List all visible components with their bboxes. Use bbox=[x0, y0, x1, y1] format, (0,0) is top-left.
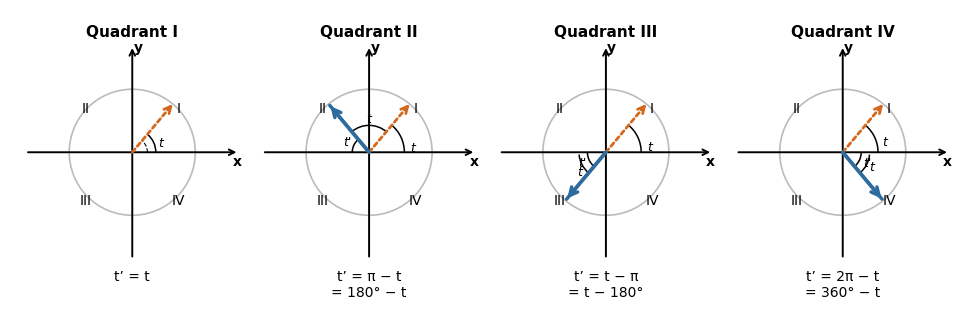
Text: t': t' bbox=[343, 136, 352, 149]
Text: t’ = 2π − t
= 360° − t: t’ = 2π − t = 360° − t bbox=[805, 270, 880, 301]
Text: II: II bbox=[82, 102, 90, 116]
Text: y: y bbox=[370, 41, 379, 56]
Text: I: I bbox=[176, 102, 180, 116]
Text: IV: IV bbox=[645, 194, 659, 208]
Text: t’ = t: t’ = t bbox=[114, 270, 150, 284]
Text: III: III bbox=[317, 194, 329, 208]
Text: III: III bbox=[80, 194, 92, 208]
Text: IV: IV bbox=[172, 194, 185, 208]
Title: Quadrant IV: Quadrant IV bbox=[791, 25, 895, 40]
Text: x: x bbox=[469, 155, 479, 168]
Text: x: x bbox=[943, 155, 953, 168]
Text: y: y bbox=[134, 41, 142, 56]
Text: x: x bbox=[706, 155, 716, 168]
Text: t: t bbox=[410, 142, 415, 155]
Text: IV: IV bbox=[882, 194, 896, 208]
Text: II: II bbox=[793, 102, 800, 116]
Text: I: I bbox=[650, 102, 654, 116]
Title: Quadrant III: Quadrant III bbox=[554, 25, 657, 40]
Text: t: t bbox=[647, 141, 652, 154]
Title: Quadrant II: Quadrant II bbox=[320, 25, 418, 40]
Text: t: t bbox=[870, 161, 875, 174]
Text: t: t bbox=[367, 113, 371, 126]
Text: I: I bbox=[887, 102, 891, 116]
Text: t': t' bbox=[863, 157, 872, 170]
Text: IV: IV bbox=[409, 194, 422, 208]
Title: Quadrant I: Quadrant I bbox=[86, 25, 178, 40]
Text: y: y bbox=[844, 41, 853, 56]
Text: x: x bbox=[233, 155, 242, 168]
Text: t': t' bbox=[578, 157, 586, 170]
Text: I: I bbox=[413, 102, 417, 116]
Text: t’ = t − π
= t − 180°: t’ = t − π = t − 180° bbox=[568, 270, 644, 301]
Text: t: t bbox=[159, 137, 164, 150]
Text: t: t bbox=[882, 136, 887, 149]
Text: III: III bbox=[791, 194, 802, 208]
Text: t: t bbox=[577, 166, 582, 179]
Text: t’ = π − t
= 180° − t: t’ = π − t = 180° − t bbox=[332, 270, 407, 301]
Text: II: II bbox=[556, 102, 564, 116]
Text: III: III bbox=[554, 194, 566, 208]
Text: y: y bbox=[607, 41, 616, 56]
Text: II: II bbox=[319, 102, 327, 116]
